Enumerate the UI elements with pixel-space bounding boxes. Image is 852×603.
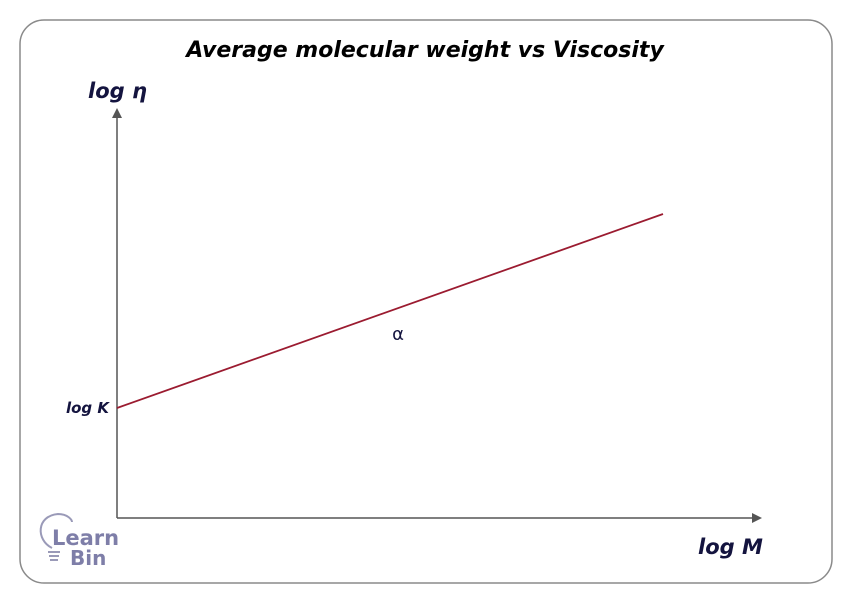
y-axis-label: log η [88, 79, 147, 103]
frame [19, 19, 833, 584]
lightbulb-icon [39, 512, 73, 549]
svg-text:Learn: Learn [52, 526, 119, 550]
intercept-label: log K [66, 399, 110, 417]
title: Average molecular weight vs Viscosity [184, 38, 665, 63]
slope-label: α [392, 324, 404, 345]
regression-line [116, 213, 664, 409]
learnbin-logo: Learn Bin [39, 512, 119, 570]
x-axis-label: log M [698, 535, 763, 559]
svg-text:Bin: Bin [70, 546, 106, 570]
